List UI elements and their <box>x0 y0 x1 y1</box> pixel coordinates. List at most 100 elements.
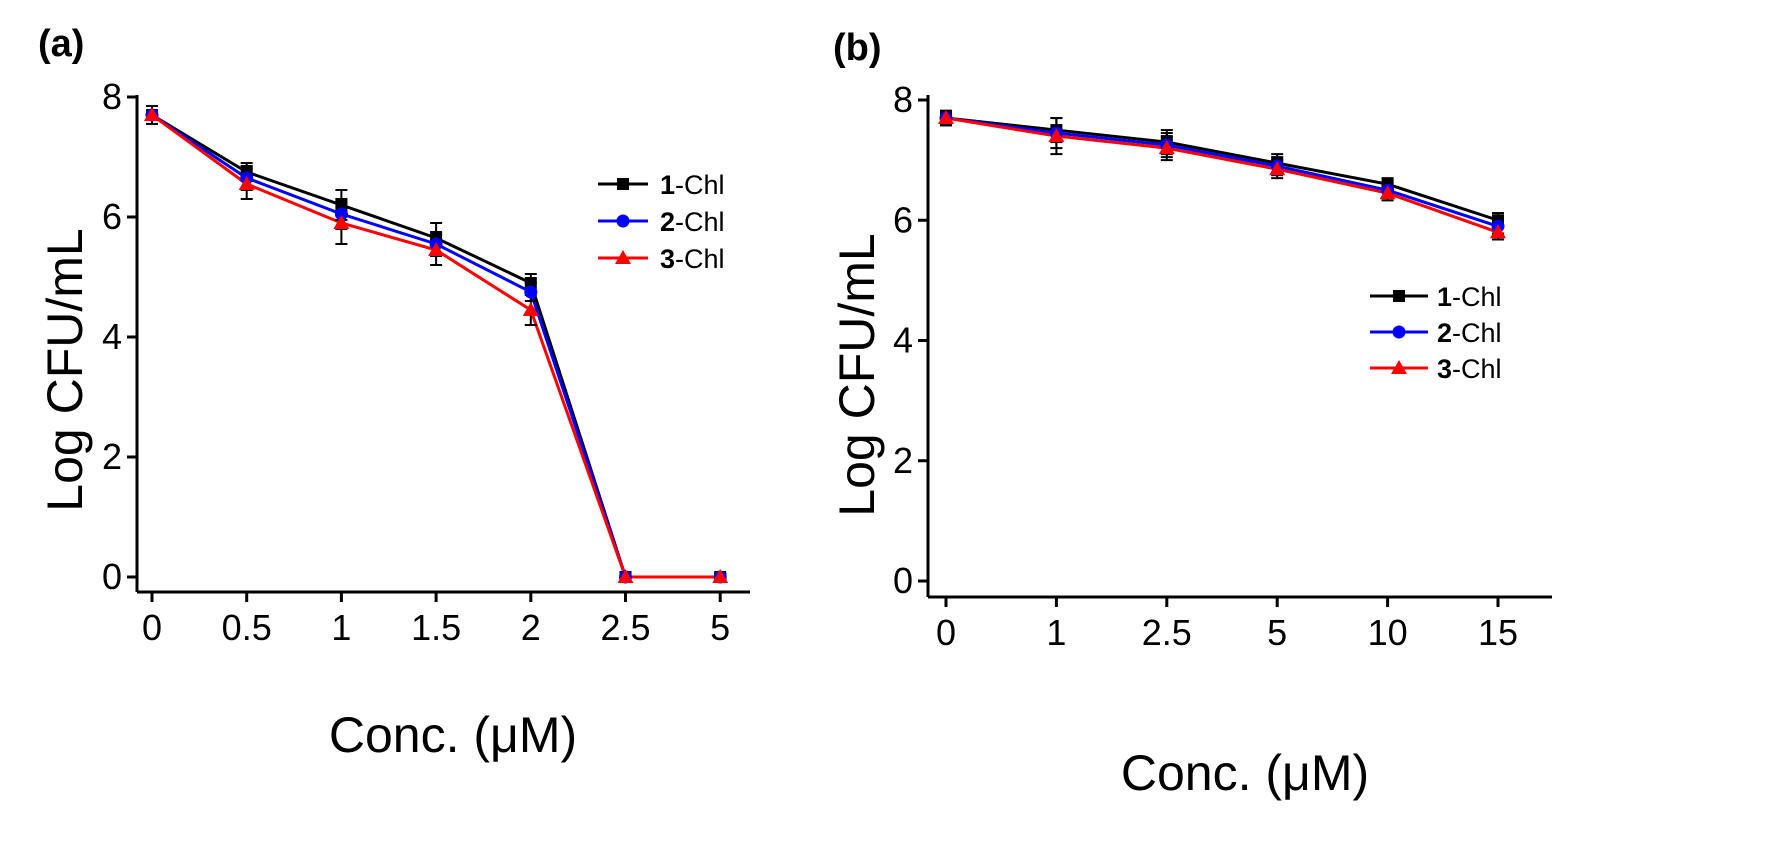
panel-a-data-point <box>335 199 348 211</box>
panel-b-y-tick-label: 2 <box>893 440 913 481</box>
panel-b-y-tick-label: 0 <box>893 560 913 601</box>
panel-b-legend-item-2: 2-Chl <box>1370 318 1502 348</box>
panel-a-x-tick-label: 2.5 <box>600 607 650 648</box>
panel-b-legend-label-suffix: -Chl <box>1452 318 1502 348</box>
panel-a-y-axis-title: Log CFU/mL <box>37 228 93 511</box>
panel-b-legend-label-number: 3 <box>1437 354 1452 384</box>
panel-b-series-3-line <box>945 116 1499 234</box>
panel-a-x-tick-label: 1 <box>331 607 351 648</box>
panel-b-series-3-markers <box>938 110 1506 239</box>
panel-b-legend-label: 2-Chl <box>1437 318 1502 348</box>
panel-a-y-tick-label: 6 <box>102 196 122 237</box>
panel-b-legend-label-suffix: -Chl <box>1452 354 1502 384</box>
panel-b-legend-label-suffix: -Chl <box>1452 282 1502 312</box>
panel-b-x-tick-label: 5 <box>1267 612 1287 653</box>
panel-b-legend-marker <box>1393 290 1405 302</box>
panel-a-y-tick-label: 4 <box>102 316 122 357</box>
panel-b-series <box>938 109 1506 241</box>
panel-a-y-tick-label: 0 <box>102 556 122 597</box>
panel-b-x-axis-title: Conc. (μM) <box>1121 745 1369 801</box>
panel-a-data-point <box>712 569 729 583</box>
panel-a-legend-label: 3-Chl <box>660 244 725 274</box>
panel-a-x-tick-label: 0.5 <box>222 607 272 648</box>
panel-a-data-point <box>333 215 350 229</box>
panel-a-x-tick-label: 1.5 <box>411 607 461 648</box>
panel-a-data-point <box>238 176 255 190</box>
panel-b-x-tick-label: 2.5 <box>1142 612 1192 653</box>
panel-a-data-point <box>428 242 445 256</box>
panel-b-legend-label: 3-Chl <box>1437 354 1502 384</box>
panel-b-label: (b) <box>833 27 882 69</box>
panel-a-legend-marker <box>615 250 631 264</box>
panel-b-y-tick-label: 4 <box>893 320 913 361</box>
panel-b-y-axis-title: Log CFU/mL <box>829 233 885 516</box>
panel-b-x-ticks: 0 1 2.5 5 10 15 <box>936 597 1518 653</box>
panel-a-data-point <box>524 285 538 299</box>
panel-a-legend-label-number: 1 <box>660 170 675 200</box>
panel-b-series-2-line <box>945 116 1499 228</box>
panel-a-label: (a) <box>38 23 84 65</box>
panel-a-legend-label-number: 2 <box>660 207 675 237</box>
panel-b-series-1 <box>945 116 1499 222</box>
panel-b-legend-marker <box>1392 325 1406 339</box>
panel-a-legend-label-suffix: -Chl <box>675 207 725 237</box>
panel-b-data-point <box>1490 224 1506 239</box>
panel-b-y-tick-label: 8 <box>893 79 913 120</box>
panel-a-data-point <box>144 107 160 121</box>
panel-b-series-1-line <box>945 116 1499 222</box>
panel-b-data-point <box>938 110 954 125</box>
panel-a-series <box>144 105 729 584</box>
panel-b-y-tick-label: 6 <box>893 199 913 240</box>
panel-b-legend-marker <box>1391 360 1407 374</box>
panel-a-legend-marker <box>616 214 630 228</box>
panel-b-series-3 <box>945 116 1499 234</box>
panel-a-data-point <box>524 277 537 289</box>
panel-a-series-1-markers <box>146 109 727 583</box>
panel-a-legend-label-suffix: -Chl <box>675 244 725 274</box>
panel-a-legend-marker <box>617 178 629 190</box>
panel-b-y-title: Log CFU/mL <box>829 233 885 516</box>
panel-a-legend-item-1: 1-Chl <box>598 170 725 200</box>
panel-b-series-2 <box>945 116 1499 228</box>
panel-a-series-2-markers <box>145 108 727 584</box>
panel-a-data-point <box>522 302 539 316</box>
panel-a-data-point <box>617 569 634 583</box>
panel-a-series-3-error-bars <box>146 105 727 581</box>
panel-b-data-point <box>1379 185 1396 200</box>
panel-a-legend-item-3: 3-Chl <box>598 244 725 274</box>
panel-a-data-point <box>334 207 348 221</box>
panel-a-x-axis-title: Conc. (μM) <box>329 707 577 763</box>
panel-b-legend-label: 1-Chl <box>1437 282 1502 312</box>
panel-a-y-tick-label: 8 <box>102 76 122 117</box>
panel-b-legend-item-1: 1-Chl <box>1370 282 1502 312</box>
panel-b-legend-label-number: 2 <box>1437 318 1452 348</box>
panel-a-x-tick-label: 0 <box>142 607 162 648</box>
panel-b-x-tick-label: 1 <box>1046 612 1066 653</box>
panel-a-legend-label-number: 3 <box>660 244 675 274</box>
panel-b-legend-item-3: 3-Chl <box>1370 354 1502 384</box>
panel-a-x-tick-label: 2 <box>521 607 541 648</box>
panel-a-y-ticks: 0 2 4 6 8 <box>102 76 137 597</box>
panel-b-data-point <box>1048 128 1065 143</box>
panel-b-data-point <box>1158 140 1175 155</box>
panel-a-series-3-markers <box>144 107 729 583</box>
panel-b-x-tick-label: 15 <box>1478 612 1518 653</box>
panel-b-x-tick-label: 0 <box>936 612 956 653</box>
panel-a-legend-label: 2-Chl <box>660 207 725 237</box>
panel-b-legend-label-number: 1 <box>1437 282 1452 312</box>
panel-a-series-1-error-bars <box>146 105 727 581</box>
panel-a-series-2-error-bars <box>146 105 727 581</box>
panel-b-x-tick-label: 10 <box>1368 612 1408 653</box>
panel-a-x-ticks: 0 0.5 1 1.5 2 2.5 5 <box>142 592 730 648</box>
panel-a-legend-label-suffix: -Chl <box>675 170 725 200</box>
panel-a: (a) Log CFU/mL Conc. (μM) 0 2 4 6 8 0 0.5 1 1.5… <box>37 23 750 763</box>
panel-a-x-tick-label: 5 <box>710 607 730 648</box>
panel-b-y-ticks: 0 2 4 6 8 <box>893 79 928 601</box>
panel-a-y-tick-label: 2 <box>102 436 122 477</box>
panel-a-legend-label: 1-Chl <box>660 170 725 200</box>
panel-b-data-point <box>1269 161 1286 176</box>
